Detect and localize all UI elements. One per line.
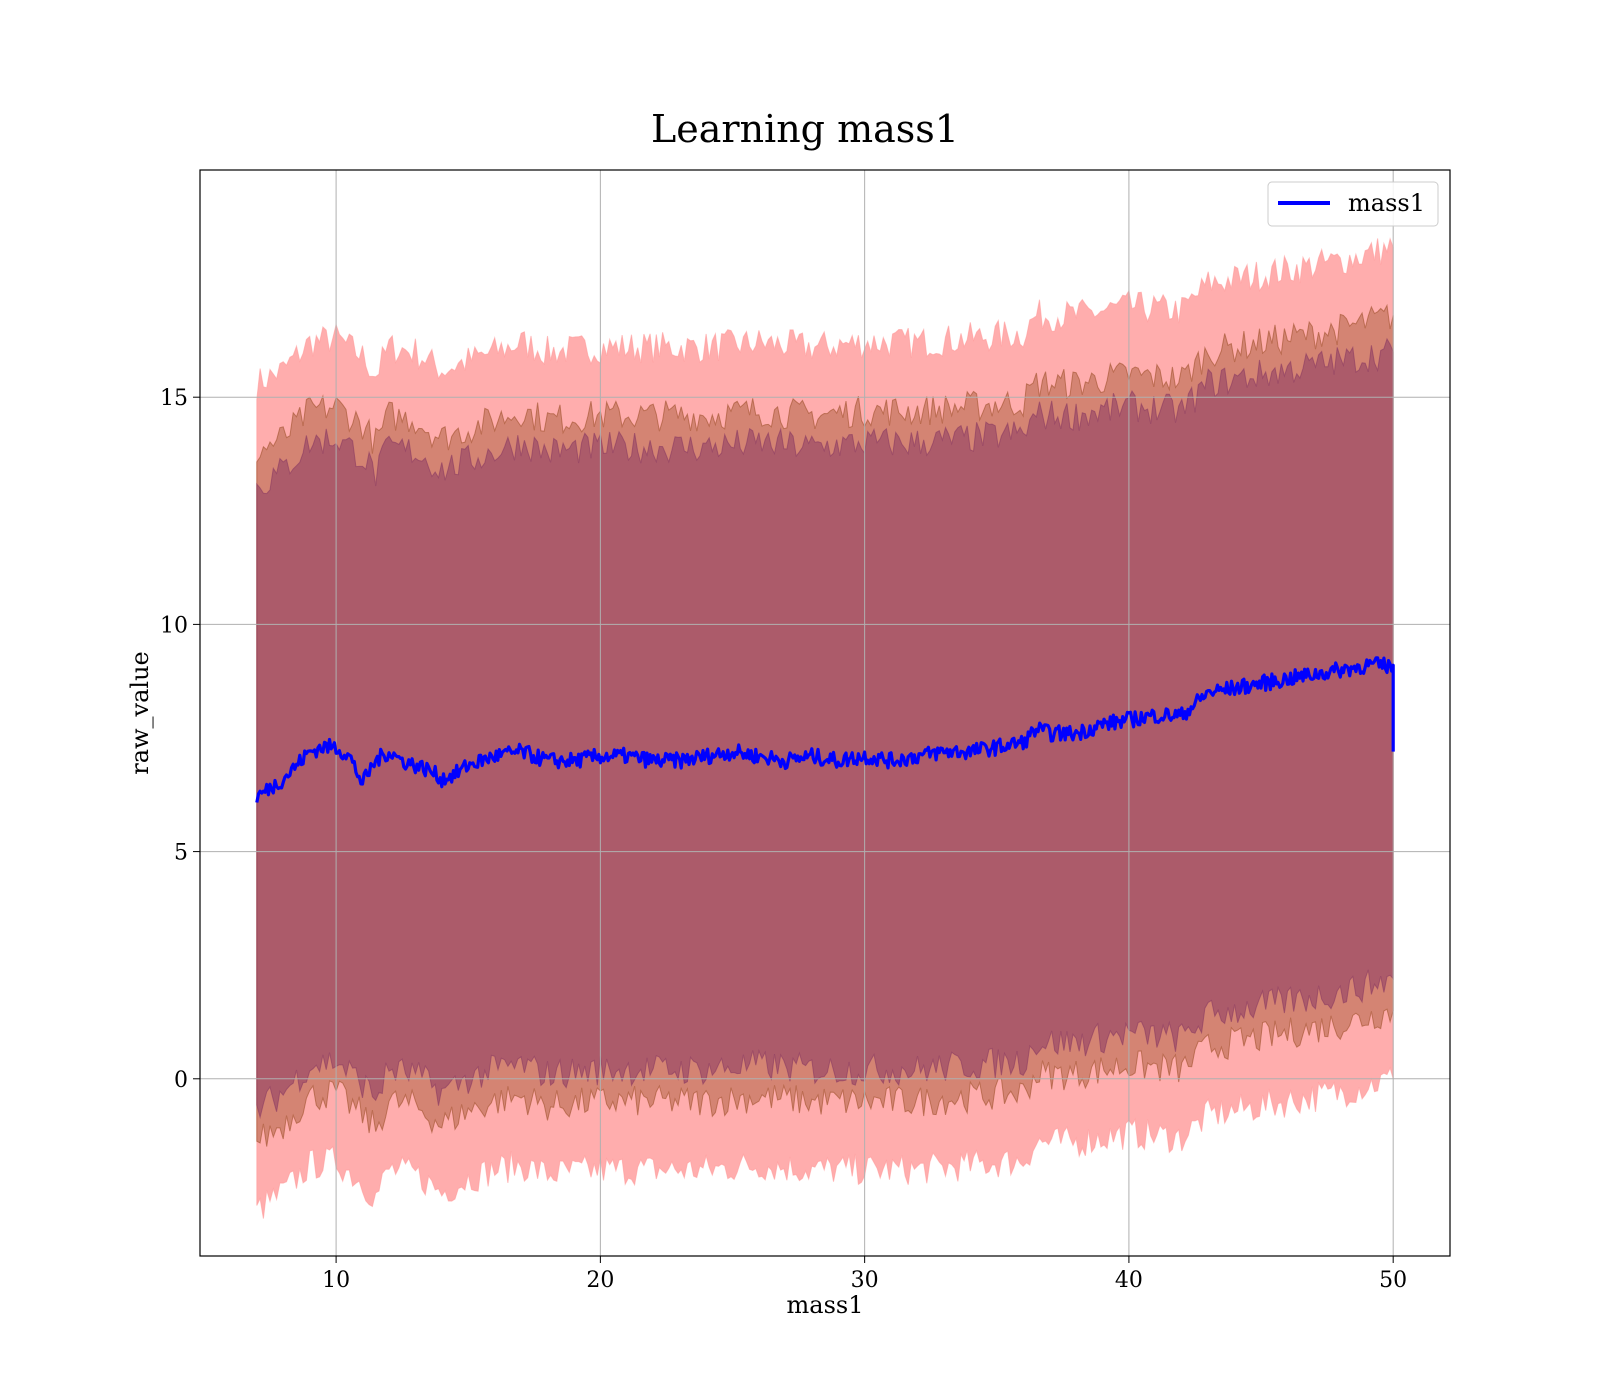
- plot-area: [199, 169, 1451, 1257]
- x-tick-label: 30: [851, 1268, 879, 1293]
- plot-frame: [199, 169, 1451, 1257]
- series-line-mass1: [255, 656, 1395, 803]
- legend: mass1: [1267, 181, 1439, 227]
- legend-box: [1267, 181, 1439, 227]
- y-axis-label: raw_value: [126, 651, 154, 775]
- x-tick-label: 40: [1115, 1268, 1143, 1293]
- x-tick-label: 20: [586, 1268, 614, 1293]
- series-lines: [255, 656, 1395, 803]
- y-tick-label: 0: [174, 1068, 188, 1093]
- y-tick-label: 5: [174, 841, 188, 866]
- legend-label-mass1: mass1: [1348, 189, 1425, 217]
- y-tick-label: 10: [160, 613, 188, 638]
- y-tick-label: 15: [160, 386, 188, 411]
- x-axis-label: mass1: [787, 1291, 864, 1319]
- confidence-bands: [256, 237, 1394, 1219]
- x-axis-ticks: 10 20 30 40 50: [322, 1256, 1407, 1293]
- x-tick-label: 50: [1379, 1268, 1407, 1293]
- chart-title: Learning mass1: [651, 107, 959, 151]
- y-axis-ticks: 0 5 10 15: [160, 386, 200, 1093]
- x-tick-label: 10: [322, 1268, 350, 1293]
